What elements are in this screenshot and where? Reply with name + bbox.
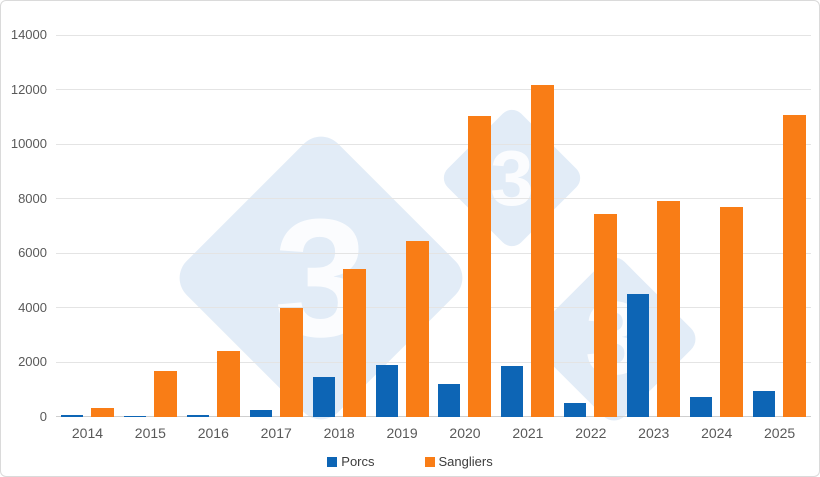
bar-sangliers-2023 — [657, 201, 681, 417]
legend-item-porcs: Porcs — [327, 454, 375, 469]
x-tick-label: 2014 — [71, 425, 104, 441]
bar-porcs-2025 — [753, 391, 776, 417]
y-tick-label: 6000 — [18, 245, 47, 261]
bar-group-2025 — [748, 35, 811, 417]
bar-sangliers-2015 — [153, 371, 177, 417]
bar-sangliers-2022 — [594, 214, 618, 417]
y-tick-label: 14000 — [10, 27, 47, 42]
bar-group-2023 — [622, 35, 685, 417]
bar-group-2017 — [245, 35, 308, 417]
bars-layer — [56, 35, 811, 417]
bar-sangliers-2025 — [783, 115, 807, 417]
bar-porcs-2022 — [564, 402, 587, 417]
bar-sangliers-2020 — [468, 116, 492, 417]
x-tick-label: 2023 — [638, 425, 670, 441]
y-tick-label: 0 — [39, 409, 47, 424]
legend-item-sangliers: Sangliers — [424, 454, 493, 469]
bar-porcs-2024 — [690, 397, 713, 417]
plot-area — [56, 34, 811, 417]
y-tick-label: 12000 — [10, 81, 47, 97]
legend-swatch-porcs — [327, 457, 338, 467]
bar-sangliers-2017 — [279, 307, 303, 417]
gridline — [56, 34, 811, 36]
bar-group-2022 — [559, 35, 622, 417]
bar-porcs-2017 — [249, 410, 272, 417]
bar-group-2015 — [119, 35, 182, 417]
x-tick-label: 2025 — [764, 425, 796, 441]
bar-porcs-2019 — [375, 365, 398, 417]
x-tick-label: 2020 — [449, 425, 481, 441]
bar-porcs-2016 — [186, 415, 209, 417]
bar-group-2018 — [308, 35, 371, 417]
bar-group-2014 — [56, 35, 119, 417]
bar-porcs-2021 — [501, 365, 524, 417]
bar-group-2016 — [182, 35, 245, 417]
bar-sangliers-2019 — [405, 241, 429, 417]
bar-porcs-2020 — [438, 383, 461, 417]
bar-sangliers-2016 — [216, 350, 240, 417]
x-tick-label: 2024 — [701, 425, 733, 441]
gridline — [56, 89, 811, 91]
legend-label-sangliers: Sangliers — [438, 454, 493, 469]
x-tick-label: 2019 — [386, 425, 418, 441]
bar-group-2024 — [685, 35, 748, 417]
x-tick-label: 2015 — [134, 425, 166, 441]
bar-porcs-2023 — [627, 294, 650, 417]
bar-group-2019 — [371, 35, 434, 417]
y-tick-label: 10000 — [10, 136, 47, 152]
bar-sangliers-2021 — [531, 85, 555, 417]
bar-porcs-2015 — [123, 415, 146, 417]
x-tick-label: 2022 — [575, 425, 607, 441]
y-axis-labels: 0 2000 4000 6000 8000 10000 12000 14000 — [1, 1, 47, 476]
y-tick-label: 8000 — [18, 190, 47, 206]
bar-porcs-2018 — [312, 377, 335, 417]
x-tick-label: 2016 — [197, 425, 229, 441]
y-tick-label: 2000 — [18, 354, 47, 370]
x-tick-label: 2018 — [323, 425, 355, 441]
bar-group-2020 — [434, 35, 497, 417]
x-tick-label: 2021 — [512, 425, 544, 441]
legend-swatch-sangliers — [424, 457, 435, 467]
bar-sangliers-2024 — [720, 206, 744, 417]
bar-group-2021 — [496, 35, 559, 417]
legend: Porcs Sangliers — [1, 455, 819, 469]
x-tick-label: 2017 — [260, 425, 292, 441]
bar-porcs-2014 — [60, 414, 83, 417]
y-tick-label: 4000 — [18, 299, 47, 315]
bar-sangliers-2014 — [90, 408, 114, 417]
bar-sangliers-2018 — [342, 269, 366, 417]
legend-label-porcs: Porcs — [341, 454, 375, 469]
x-axis-labels: 2014 2015 2016 2017 2018 2019 2020 2021 2022 2023… — [56, 424, 811, 442]
